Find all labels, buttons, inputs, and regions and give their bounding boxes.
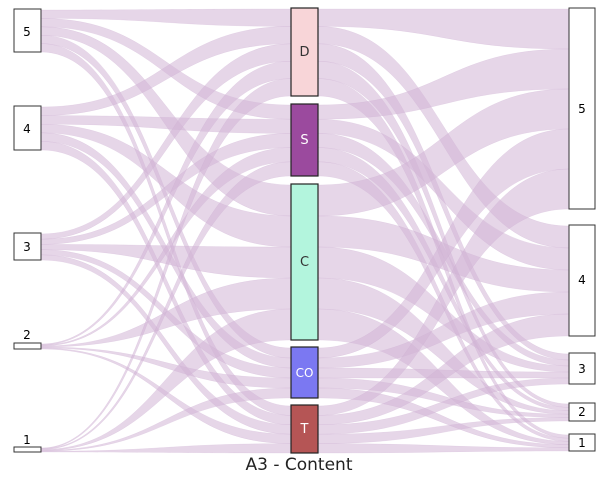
middle-node-co: CO [290, 346, 319, 399]
right-node-4: 4 [568, 224, 596, 337]
svg-text:CO: CO [296, 366, 314, 380]
left-node-2: 2 [13, 328, 42, 350]
svg-text:4: 4 [23, 122, 31, 136]
svg-text:1: 1 [23, 433, 31, 447]
left-node-5: 5 [13, 8, 42, 53]
right-node-1: 1 [568, 433, 596, 452]
right-node-3: 3 [568, 352, 596, 385]
svg-text:3: 3 [578, 362, 586, 376]
left-node-3: 3 [13, 232, 42, 261]
svg-text:2: 2 [578, 405, 586, 419]
svg-text:1: 1 [578, 436, 586, 450]
left-to-middle-links [40, 8, 292, 454]
svg-text:5: 5 [578, 102, 586, 116]
svg-text:5: 5 [23, 25, 31, 39]
middle-node-d: D [290, 7, 319, 97]
right-node-5: 5 [568, 7, 596, 210]
middle-node-s: S [290, 103, 319, 177]
svg-text:T: T [300, 422, 309, 437]
svg-text:4: 4 [578, 273, 586, 287]
left-node-1: 1 [13, 433, 42, 453]
svg-text:D: D [299, 45, 309, 60]
svg-text:S: S [300, 133, 308, 148]
diagram-title: A3 - Content [245, 455, 353, 475]
middle-node-c: C [290, 183, 319, 341]
middle-node-t: T [290, 404, 319, 454]
svg-text:3: 3 [23, 240, 31, 254]
svg-text:2: 2 [23, 328, 31, 342]
right-node-2: 2 [568, 402, 596, 422]
left-node-4: 4 [13, 105, 42, 151]
svg-text:C: C [300, 255, 309, 270]
middle-to-right-links [317, 8, 570, 454]
